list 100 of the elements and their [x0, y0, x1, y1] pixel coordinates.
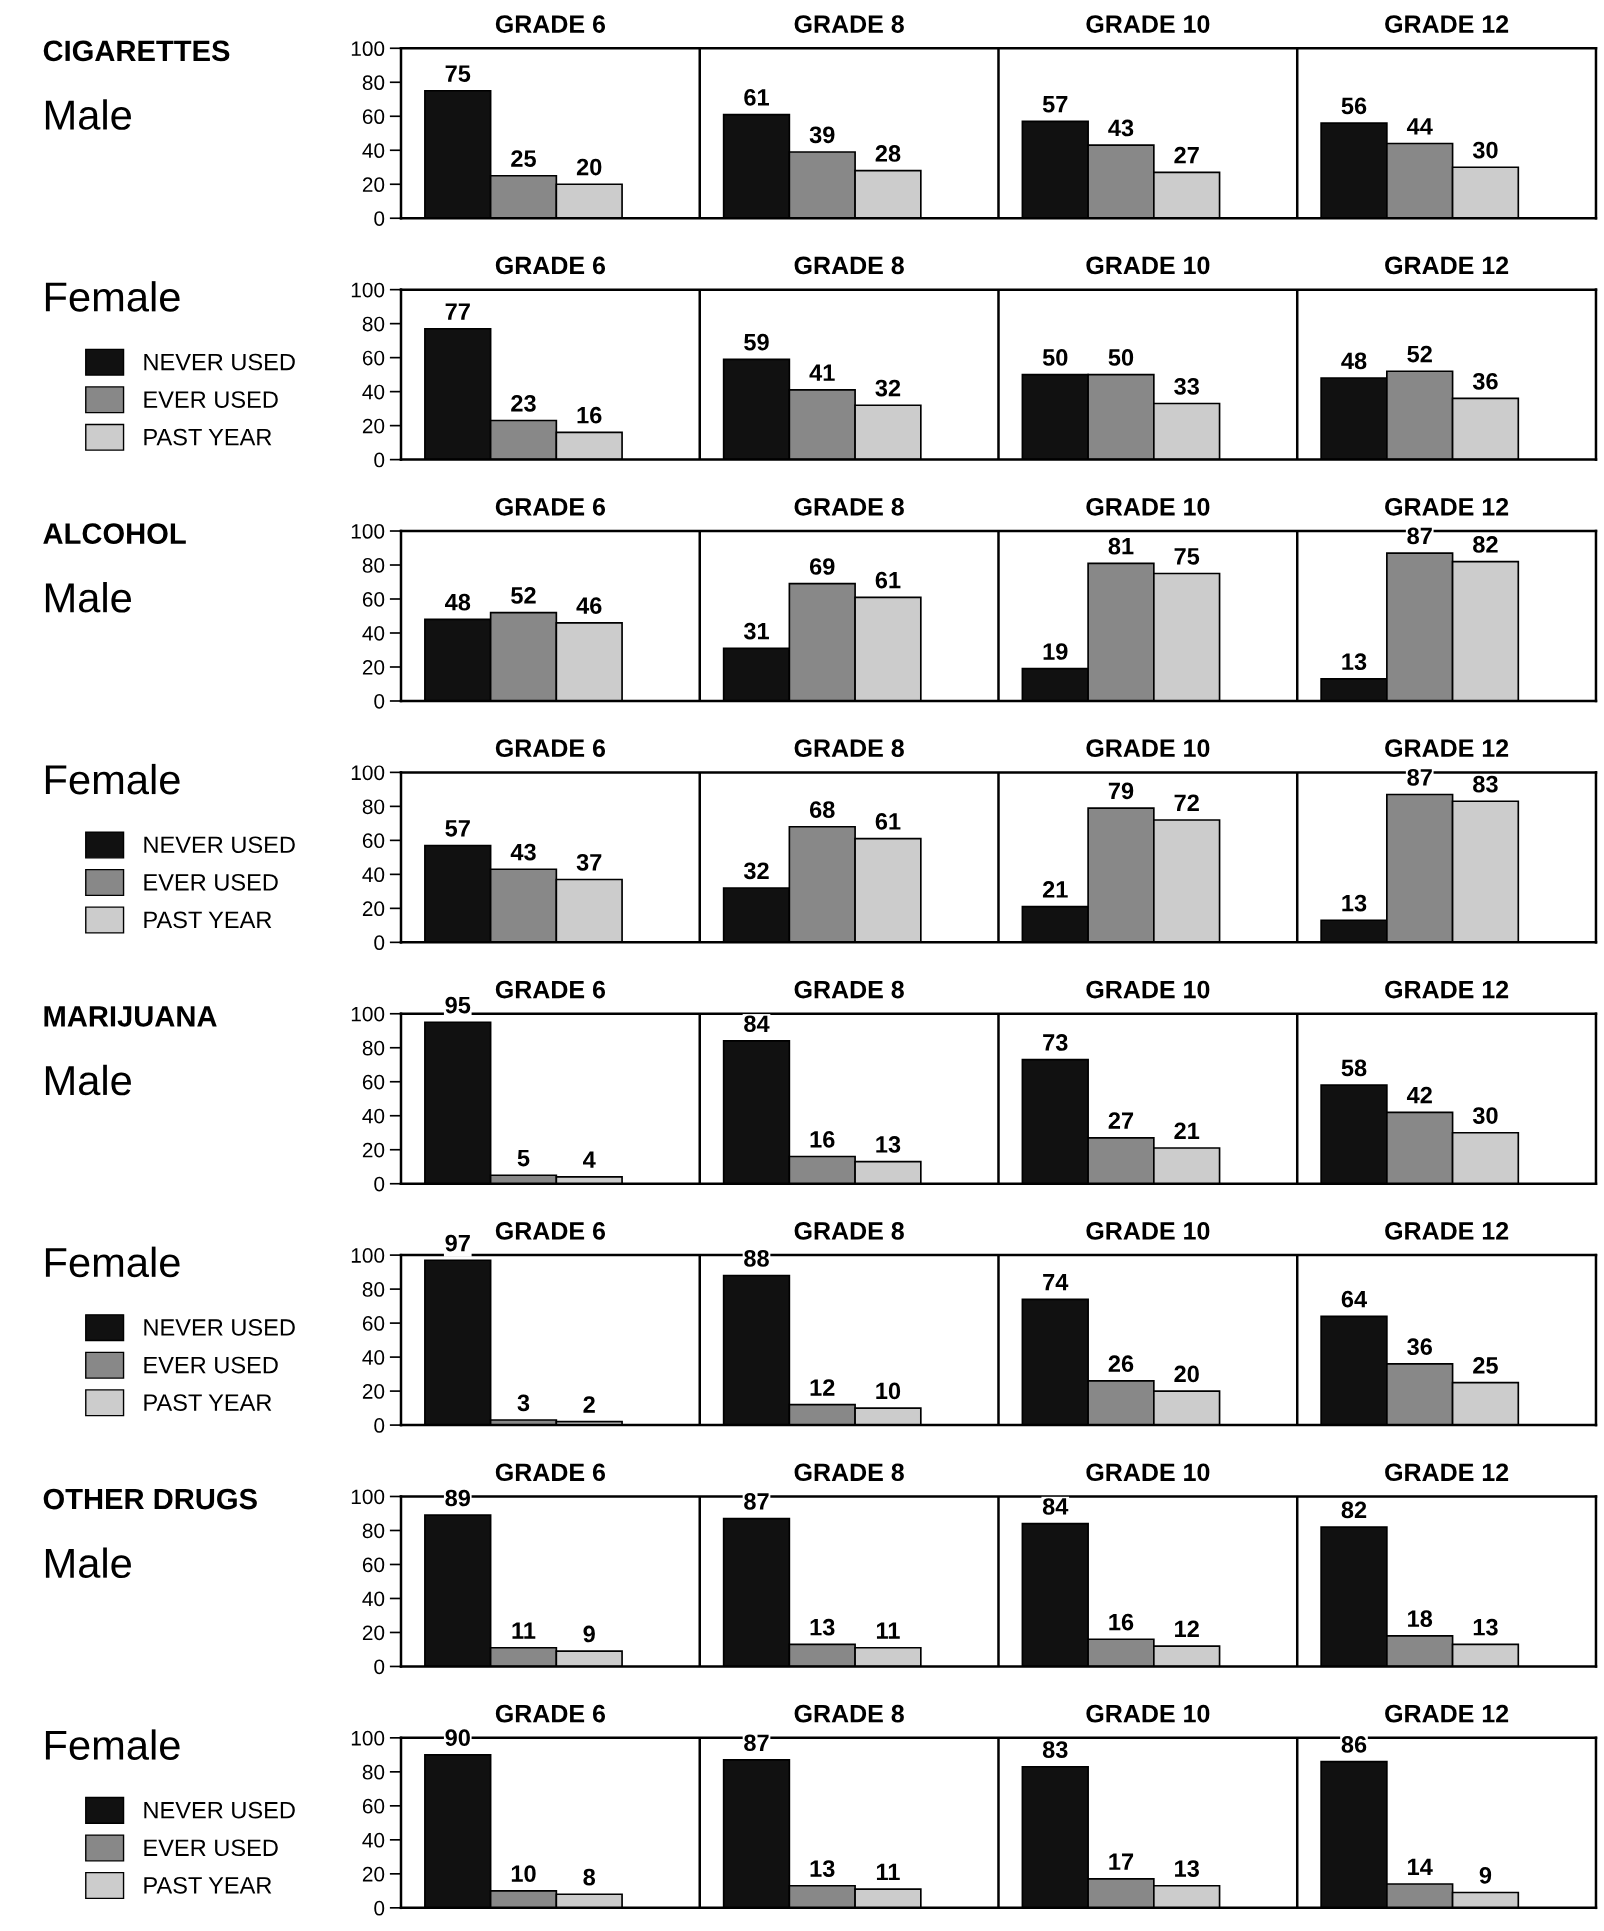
x-tick-label: GRADE 8 [794, 497, 904, 516]
legend-label: EVER USED [144, 1356, 278, 1374]
data-label: 12 [1175, 1620, 1199, 1637]
text: Male [45, 582, 131, 613]
data-label: 52 [511, 587, 536, 604]
legend-label: PAST YEAR [144, 1876, 272, 1894]
legend-label: EVER USED [144, 391, 278, 408]
y-tick-label: 100 [351, 1006, 385, 1022]
legend-label: NEVER USED [144, 1319, 295, 1336]
data-label: 57 [445, 820, 470, 837]
data-label: 50 [1108, 349, 1134, 366]
data-label: 82 [1473, 536, 1498, 553]
data-label: 42 [1406, 1086, 1432, 1104]
data-label: 36 [1407, 1338, 1432, 1356]
y-tick-label: 80 [362, 1040, 385, 1056]
text: CIGARETTES [43, 40, 230, 62]
y-tick-label: 60 [362, 1798, 385, 1814]
data-label: 23 [511, 394, 536, 412]
data-label: 48 [444, 593, 471, 611]
data-label: 86 [1341, 1736, 1367, 1753]
x-tick-label: GRADE 6 [495, 15, 606, 33]
y-tick-label: 0 [374, 1176, 385, 1192]
x-tick-label: GRADE 10 [1086, 1222, 1210, 1240]
data-label: 87 [744, 1734, 769, 1752]
data-label: 27 [1174, 146, 1199, 164]
x-tick-label: GRADE 12 [1385, 1222, 1509, 1240]
data-label: 16 [810, 1130, 835, 1148]
data-label: 64 [1341, 1290, 1367, 1308]
x-tick-label: GRADE 10 [1086, 1704, 1210, 1723]
data-label: 2 [583, 1396, 595, 1413]
y-tick-label: 40 [362, 1350, 385, 1365]
data-label: 11 [876, 1622, 900, 1639]
y-tick-label: 0 [374, 211, 385, 227]
y-tick-label: 0 [374, 935, 385, 951]
data-label: 87 [1407, 768, 1432, 786]
data-label: 44 [1406, 118, 1433, 135]
data-label: 13 [1473, 1618, 1498, 1636]
data-label: 87 [1407, 527, 1432, 545]
data-label: 9 [583, 1625, 595, 1643]
legend-label: NEVER USED [144, 836, 295, 854]
x-tick-label: GRADE 8 [794, 256, 904, 275]
y-tick-label: 80 [362, 316, 385, 332]
y-tick-label: 0 [374, 693, 385, 709]
y-tick-label: 40 [362, 1591, 385, 1607]
y-tick-label: 60 [362, 592, 385, 607]
data-label: 46 [576, 597, 602, 614]
x-tick-label: GRADE 12 [1385, 15, 1509, 33]
y-tick-label: 80 [362, 558, 385, 573]
text: Female [45, 1246, 180, 1278]
data-label: 81 [1108, 537, 1134, 555]
x-tick-label: GRADE 10 [1086, 980, 1210, 999]
data-label: 13 [876, 1136, 901, 1153]
data-label: 50 [1042, 349, 1068, 366]
y-tick-label: 80 [362, 75, 385, 91]
data-label: 69 [809, 558, 835, 575]
y-tick-label: 80 [362, 1523, 385, 1539]
data-label: 89 [445, 1489, 471, 1507]
data-label: 13 [810, 1860, 835, 1877]
y-tick-label: 80 [362, 1282, 385, 1297]
data-label: 18 [1408, 1610, 1433, 1628]
legend-label: NEVER USED [144, 1801, 295, 1819]
y-tick-label: 100 [351, 524, 385, 539]
y-tick-label: 20 [362, 1142, 385, 1158]
x-tick-label: GRADE 10 [1086, 256, 1210, 275]
data-label: 43 [1108, 119, 1134, 137]
data-label: 17 [1109, 1853, 1134, 1870]
data-label: 28 [875, 145, 901, 162]
data-label: 32 [743, 862, 769, 880]
data-label: 95 [445, 996, 471, 1014]
data-label: 75 [445, 65, 471, 82]
text: Male [45, 1064, 131, 1096]
data-label: 59 [744, 333, 769, 351]
y-tick-label: 20 [362, 418, 385, 434]
text: MARIJUANA [44, 1006, 217, 1027]
data-label: 20 [576, 158, 602, 176]
y-tick-label: 0 [374, 452, 385, 468]
y-tick-label: 0 [374, 1418, 385, 1433]
data-label: 33 [1174, 377, 1199, 395]
data-label: 83 [1473, 775, 1498, 793]
text: ALCOHOL [43, 523, 186, 544]
legend-label: PAST YEAR [144, 428, 272, 446]
x-tick-label: GRADE 12 [1385, 980, 1509, 999]
data-label: 3 [517, 1394, 530, 1412]
legend-label: EVER USED [144, 873, 278, 891]
data-label: 13 [1175, 1860, 1199, 1877]
text: Female [45, 281, 180, 312]
data-label: 87 [744, 1493, 769, 1510]
x-tick-label: GRADE 12 [1385, 256, 1509, 275]
data-label: 57 [1042, 96, 1068, 113]
data-label: 4 [583, 1151, 596, 1168]
text: Female [45, 1729, 180, 1760]
data-label: 26 [1108, 1355, 1134, 1373]
x-tick-label: GRADE 8 [794, 739, 904, 758]
y-tick-label: 40 [362, 143, 385, 159]
y-tick-label: 20 [362, 177, 385, 193]
x-tick-label: GRADE 6 [495, 1222, 606, 1240]
data-label: 5 [517, 1149, 530, 1167]
y-tick-label: 0 [374, 1900, 385, 1916]
data-label: 12 [810, 1379, 835, 1396]
x-tick-label: GRADE 10 [1086, 739, 1210, 758]
